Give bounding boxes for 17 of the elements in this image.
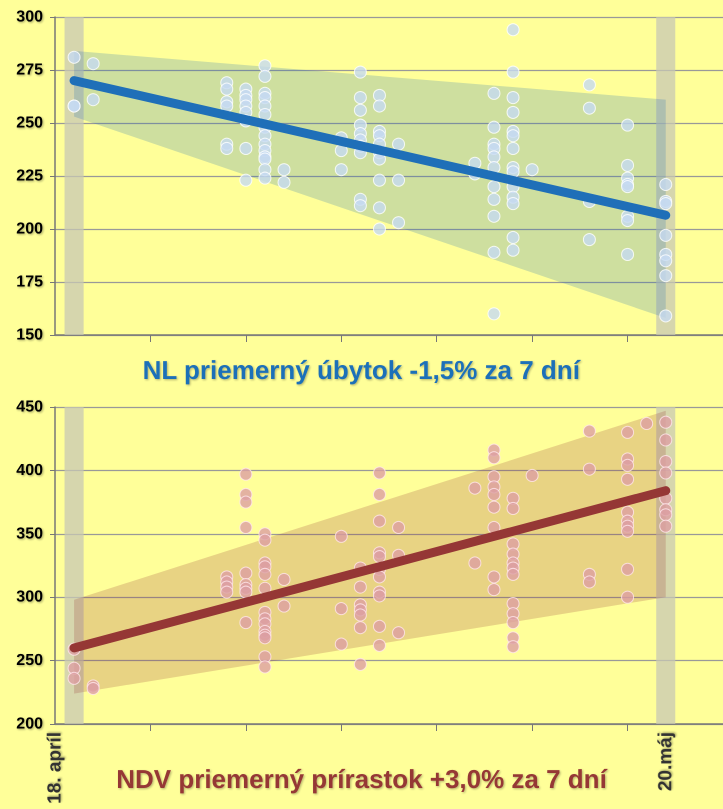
y-tick-label: 150	[16, 326, 44, 344]
y-tick-label: 200	[16, 220, 44, 238]
text: NDV priemerný prírastok +3,0% za 7 dní	[116, 764, 608, 794]
y-tick-label: 250	[16, 652, 44, 670]
y-tick-label: 400	[16, 462, 44, 479]
y-tick-label: 300	[16, 8, 44, 26]
y-tick-label: 275	[16, 62, 44, 78]
y-tick-label: 225	[16, 168, 44, 184]
y-tick-label: 300	[16, 588, 44, 606]
y-tick-label: 250	[16, 114, 44, 132]
text: NL priemerný úbytok -1,5% za 7 dní	[142, 355, 581, 385]
y-tick-label: 450	[16, 398, 44, 416]
y-tick-label: 350	[16, 525, 44, 542]
x-tick-label: 20.máj	[655, 732, 676, 792]
x-tick-label: 18. apríl	[44, 732, 66, 804]
y-tick-label: 175	[16, 274, 44, 290]
y-tick-label: 200	[16, 716, 44, 732]
